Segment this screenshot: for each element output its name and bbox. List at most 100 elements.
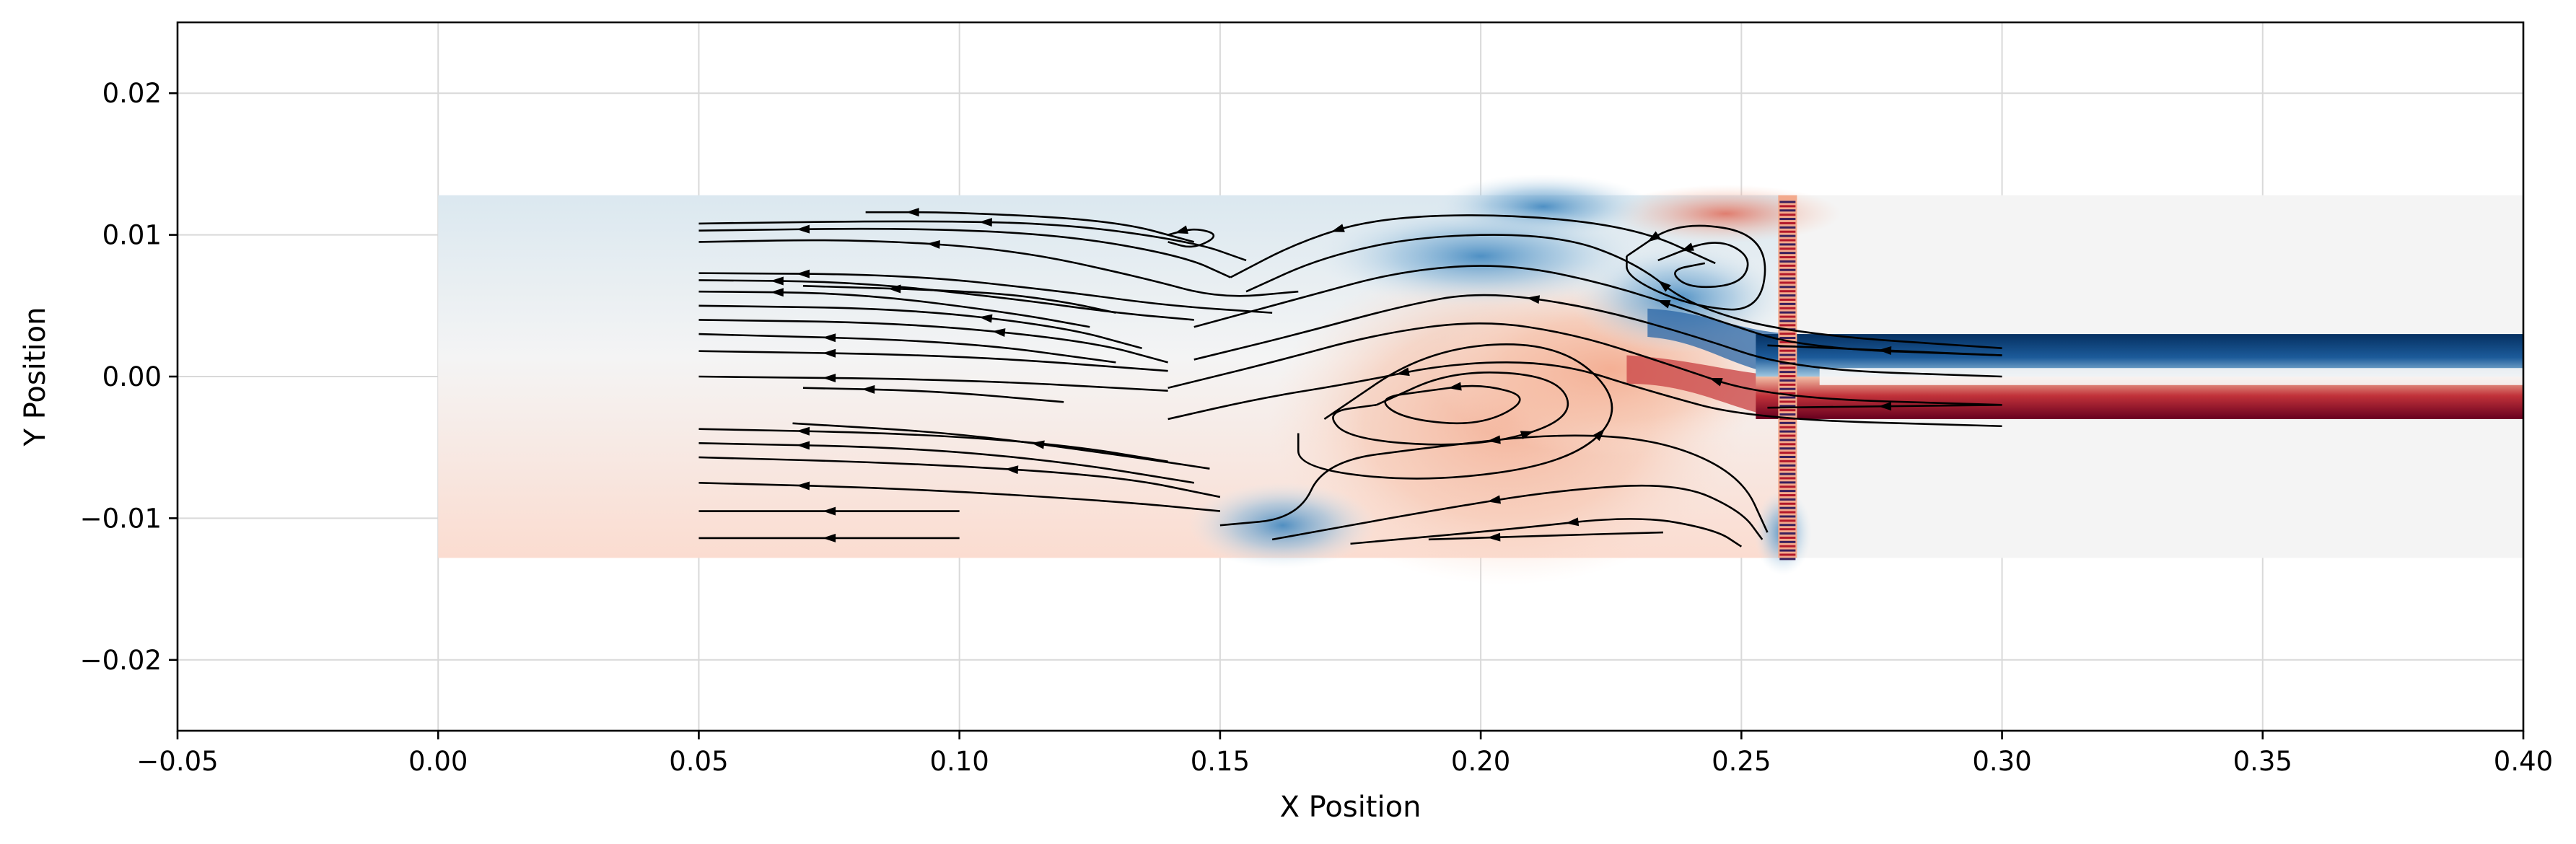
streamline [698, 304, 1142, 349]
streamline [865, 211, 1195, 243]
baffle-stripe [1779, 371, 1796, 374]
streamline [698, 272, 1273, 314]
streamline-arrow [1593, 428, 1605, 441]
streamline [698, 290, 1090, 328]
baffle-stripe [1779, 481, 1796, 484]
streamline [802, 387, 1064, 403]
velocity-field [438, 174, 2523, 585]
baffle-stripe [1779, 447, 1796, 450]
baffle-stripe [1779, 383, 1796, 386]
baffle-stripe [1779, 477, 1796, 480]
baffle-stripe [1779, 358, 1796, 361]
streamline [698, 375, 1168, 392]
y-axis-ticks: −0.02 −0.01 0.00 0.01 0.02 [80, 78, 178, 676]
streamline-arrow [823, 506, 836, 516]
baffle-stripe [1779, 490, 1796, 493]
baffle-stripe [1779, 524, 1796, 527]
streamline-arrow [1565, 517, 1580, 527]
baffle-stripe [1779, 353, 1796, 356]
y-tick-label: −0.02 [80, 645, 162, 676]
x-tick-label: −0.05 [136, 746, 218, 777]
baffle-stripe [1779, 243, 1796, 246]
streamline-arrow [926, 239, 940, 249]
streamline [698, 350, 1168, 372]
x-tick-label: 0.25 [1712, 746, 1771, 777]
streamline-arrow [1487, 435, 1501, 444]
baffle-stripe [1779, 260, 1796, 263]
streamline-arrow [1878, 402, 1892, 411]
x-tick-label: 0.00 [408, 746, 468, 777]
streamline [1271, 484, 1764, 541]
baffle-stripe [1779, 230, 1796, 233]
y-tick-label: 0.01 [102, 220, 162, 251]
baffle-stripe [1779, 337, 1796, 340]
baffle-stripe [1779, 375, 1796, 378]
baffle-stripe [1779, 214, 1796, 216]
streamline [1219, 434, 1769, 533]
baffle-stripe [1779, 452, 1796, 454]
streamline-arrow [1657, 299, 1671, 309]
x-tick-label: 0.15 [1191, 746, 1250, 777]
streamline [802, 285, 1116, 314]
streamline-arrow [862, 384, 875, 394]
baffle-stripe [1779, 273, 1796, 276]
streamline-arrow [1657, 280, 1671, 292]
streamline [698, 456, 1221, 498]
streamline-arrow [796, 224, 810, 234]
baffle-stripe [1779, 256, 1796, 259]
streamline-arrow [1487, 495, 1502, 504]
streamline-arrow [1709, 378, 1723, 387]
baffle-stripe [1779, 320, 1796, 322]
streamline-arrow [1396, 367, 1410, 377]
baffle-stripe [1779, 426, 1796, 428]
streamline-arrow [978, 218, 992, 227]
streamline [698, 239, 1299, 297]
baffle-stripe [1779, 286, 1796, 289]
baffle-stripe [1779, 387, 1796, 390]
baffle-stripe [1779, 264, 1796, 267]
baffle-stripe [1779, 472, 1796, 475]
baffle-stripe [1779, 434, 1796, 437]
negative-region [1315, 206, 1647, 307]
streamline-arrow [1487, 532, 1501, 542]
baffle-stripe [1779, 290, 1796, 293]
baffle-stripe [1779, 201, 1796, 203]
streamline [1767, 344, 2002, 356]
baffle-stripe [1779, 536, 1796, 539]
streamline [698, 319, 1168, 364]
streamline-arrow [1878, 346, 1892, 356]
streamline [698, 442, 1194, 484]
baffle-stripe [1779, 302, 1796, 305]
streamline [1767, 403, 2002, 409]
streamline-arrow [1004, 465, 1019, 475]
baffle-stripe [1779, 460, 1796, 462]
streamline [698, 333, 1116, 364]
x-axis-ticks: −0.05 0.00 0.05 0.10 0.15 0.20 0.25 0.30 0.35 0.4… [136, 731, 2553, 777]
baffle-stripe [1779, 307, 1796, 309]
x-tick-label: 0.10 [929, 746, 989, 777]
x-tick-label: 0.30 [1972, 746, 2031, 777]
baffle-stripe [1779, 515, 1796, 518]
streamline [1230, 214, 1716, 278]
streamline [1167, 322, 2002, 406]
streamline [698, 482, 1221, 512]
streamline-arrow [1448, 382, 1462, 391]
baffle-stripe [1779, 494, 1796, 497]
baffle-stripe [1779, 468, 1796, 471]
streamlines [698, 208, 2002, 548]
y-tick-label: 0.00 [102, 361, 162, 392]
streamline [1193, 265, 2002, 356]
streamline-arrow [796, 269, 810, 278]
streamline-arrow [1526, 295, 1541, 304]
baffle-stripe [1779, 455, 1796, 458]
streamline-arrow [823, 533, 836, 542]
baffle-stripe [1779, 396, 1796, 399]
baffle-stripe [1779, 558, 1796, 561]
streamline-arrow [823, 333, 836, 343]
baffle-stripe [1779, 528, 1796, 531]
x-tick-label: 0.40 [2494, 746, 2553, 777]
baffle-stripe [1779, 549, 1796, 552]
streamline-arrow [1647, 231, 1661, 242]
streamline-arrow [823, 348, 836, 358]
streamline [1428, 531, 1664, 541]
